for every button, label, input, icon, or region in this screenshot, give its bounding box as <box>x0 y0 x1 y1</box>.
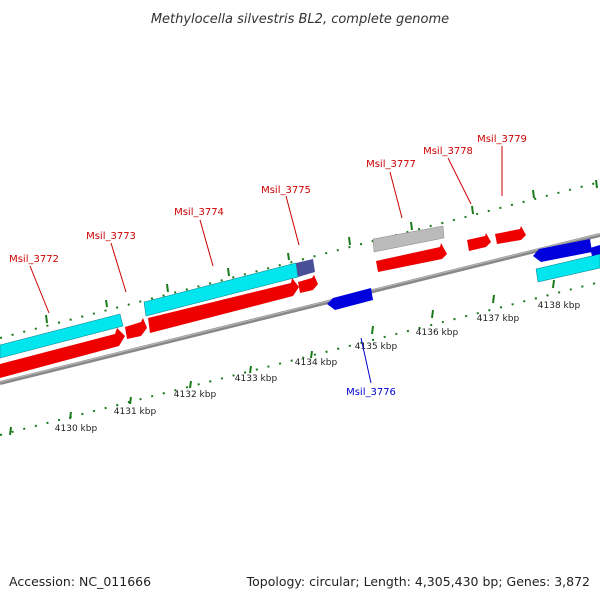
tick-label-4130: 4130 kbp <box>55 424 98 434</box>
tick-label-4138: 4138 kbp <box>538 301 581 311</box>
lower-tick-track <box>0 281 600 436</box>
gene-arrow-right-2[interactable] <box>590 245 600 256</box>
cds-block-right[interactable] <box>535 253 600 283</box>
tick-label-4132: 4132 kbp <box>174 390 217 400</box>
gene-arrow-3776[interactable] <box>327 288 373 310</box>
backbone-highlight <box>0 233 600 383</box>
tick-label-4135: 4135 kbp <box>355 342 398 352</box>
gene-arrow-3772[interactable] <box>0 328 125 378</box>
tick-label-4131: 4131 kbp <box>114 407 157 417</box>
genome-summary-text: Topology: circular; Length: 4,305,430 bp… <box>246 574 590 589</box>
upper-major-ticks <box>45 179 598 324</box>
gene-label-3777[interactable]: Msil_3777 <box>366 159 416 170</box>
gene-arrow-3778[interactable] <box>467 233 491 251</box>
upper-tick-track <box>0 181 600 339</box>
gene-arrow-3777[interactable] <box>376 243 447 272</box>
gene-label-3778[interactable]: Msil_3778 <box>423 146 473 157</box>
gene-label-3774[interactable]: Msil_3774 <box>174 207 224 218</box>
gene-labels: Msil_3772 Msil_3773 Msil_3774 Msil_3775 … <box>9 134 527 398</box>
gene-label-3776[interactable]: Msil_3776 <box>346 387 396 398</box>
gene-label-3773[interactable]: Msil_3773 <box>86 231 136 242</box>
gene-label-3779[interactable]: Msil_3779 <box>477 134 527 145</box>
gene-arrow-3779[interactable] <box>495 226 526 244</box>
gene-arrow-3775[interactable] <box>298 275 318 293</box>
tick-labels: 4130 kbp 4131 kbp 4132 kbp 4133 kbp 4134… <box>55 301 581 434</box>
tick-label-4134: 4134 kbp <box>295 358 338 368</box>
gene-label-3772[interactable]: Msil_3772 <box>9 254 59 265</box>
rna-block-3777[interactable] <box>372 225 445 253</box>
gene-label-3775[interactable]: Msil_3775 <box>261 185 311 196</box>
gene-arrow-3773[interactable] <box>125 318 147 339</box>
partial-block-3775[interactable] <box>296 259 315 277</box>
genome-backbone <box>0 233 600 385</box>
lower-major-ticks <box>9 279 555 436</box>
reverse-label-leader <box>360 337 372 384</box>
lower-minor-ticks <box>0 281 600 436</box>
gene-arrow-3774[interactable] <box>148 278 299 333</box>
forward-label-leaders <box>29 146 503 314</box>
tick-label-4133: 4133 kbp <box>235 374 278 384</box>
gene-arrow-right-1[interactable] <box>533 239 592 262</box>
upper-minor-ticks <box>0 181 600 339</box>
accession-text: Accession: NC_011666 <box>9 574 151 589</box>
cds-block-3772[interactable] <box>0 313 124 359</box>
map-title: Methylocella silvestris BL2, complete ge… <box>151 12 449 27</box>
tick-label-4136: 4136 kbp <box>416 328 459 338</box>
tick-label-4137: 4137 kbp <box>477 314 520 324</box>
